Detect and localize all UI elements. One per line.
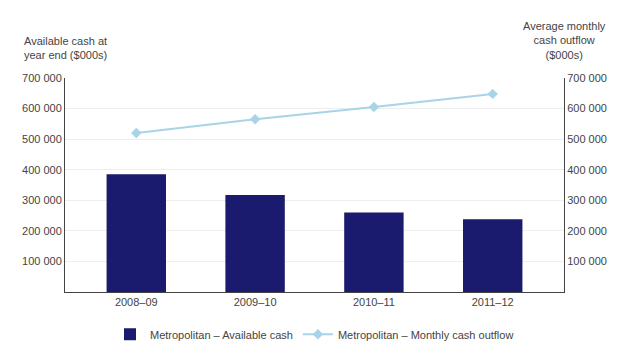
svg-text:Metropolitan – Monthly cash ou: Metropolitan – Monthly cash outflow bbox=[338, 329, 514, 341]
svg-text:500 000: 500 000 bbox=[22, 133, 62, 145]
svg-text:2009–10: 2009–10 bbox=[234, 296, 277, 308]
svg-text:300 000: 300 000 bbox=[22, 194, 62, 206]
svg-text:Available cash atyear end ($00: Available cash atyear end ($000s) bbox=[24, 35, 107, 61]
svg-text:2008–09: 2008–09 bbox=[115, 296, 158, 308]
svg-text:600 000: 600 000 bbox=[567, 102, 607, 114]
svg-text:600 000: 600 000 bbox=[22, 102, 62, 114]
svg-text:200 000: 200 000 bbox=[567, 225, 607, 237]
svg-text:200 000: 200 000 bbox=[22, 225, 62, 237]
svg-text:100 000: 100 000 bbox=[22, 255, 62, 267]
svg-text:2011–12: 2011–12 bbox=[472, 296, 514, 308]
svg-text:400 000: 400 000 bbox=[567, 164, 607, 176]
svg-text:Average monthlycash outflow($0: Average monthlycash outflow($000s) bbox=[523, 20, 606, 61]
svg-text:500 000: 500 000 bbox=[567, 133, 607, 145]
svg-text:300 000: 300 000 bbox=[567, 194, 607, 206]
svg-text:2010–11: 2010–11 bbox=[353, 296, 395, 308]
svg-text:400 000: 400 000 bbox=[22, 164, 62, 176]
svg-text:700 000: 700 000 bbox=[22, 72, 62, 84]
svg-text:100 000: 100 000 bbox=[567, 255, 607, 267]
svg-text:700 000: 700 000 bbox=[567, 72, 607, 84]
svg-text:Metropolitan – Available cash: Metropolitan – Available cash bbox=[150, 329, 293, 341]
